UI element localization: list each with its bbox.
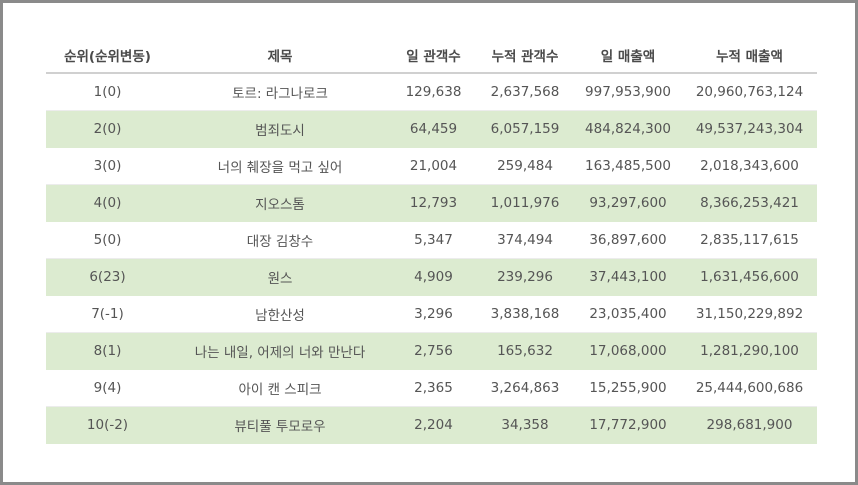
table-row: 8(1) 나는 내일, 어제의 너와 만난다 2,756 165,632 17,068,… <box>46 332 817 370</box>
header-total-sales: 누적 매출액 <box>682 37 817 74</box>
cell-total-sales: 2,018,343,600 <box>682 147 817 185</box>
cell-rank: 7(-1) <box>46 295 169 333</box>
cell-daily-audience: 129,638 <box>391 73 476 111</box>
cell-daily-sales: 15,255,900 <box>574 369 682 407</box>
cell-total-audience: 2,637,568 <box>476 73 574 111</box>
cell-total-sales: 20,960,763,124 <box>682 73 817 111</box>
cell-daily-sales: 23,035,400 <box>574 295 682 333</box>
cell-total-audience: 3,264,863 <box>476 369 574 407</box>
cell-daily-audience: 64,459 <box>391 110 476 148</box>
cell-total-sales: 1,281,290,100 <box>682 332 817 370</box>
table-row: 2(0) 범죄도시 64,459 6,057,159 484,824,300 49,537… <box>46 110 817 148</box>
table-row: 5(0) 대장 김창수 5,347 374,494 36,897,600 2,835,11… <box>46 221 817 259</box>
cell-total-sales: 31,150,229,892 <box>682 295 817 333</box>
cell-total-audience: 3,838,168 <box>476 295 574 333</box>
cell-rank: 9(4) <box>46 369 169 407</box>
cell-title: 원스 <box>169 258 391 296</box>
table-row: 9(4) 아이 캔 스피크 2,365 3,264,863 15,255,900 25,4… <box>46 369 817 407</box>
cell-daily-sales: 17,772,900 <box>574 406 682 444</box>
cell-daily-sales: 36,897,600 <box>574 221 682 259</box>
cell-daily-sales: 37,443,100 <box>574 258 682 296</box>
cell-title: 토르: 라그나로크 <box>169 73 391 111</box>
table-row: 3(0) 너의 췌장을 먹고 싶어 21,004 259,484 163,485,500… <box>46 147 817 185</box>
cell-total-sales: 1,631,456,600 <box>682 258 817 296</box>
cell-rank: 10(-2) <box>46 406 169 444</box>
cell-total-audience: 6,057,159 <box>476 110 574 148</box>
cell-daily-audience: 2,756 <box>391 332 476 370</box>
table-row: 6(23) 원스 4,909 239,296 37,443,100 1,631,456,6… <box>46 258 817 296</box>
cell-total-sales: 49,537,243,304 <box>682 110 817 148</box>
cell-rank: 8(1) <box>46 332 169 370</box>
table-body: 1(0) 토르: 라그나로크 129,638 2,637,568 997,953,900… <box>46 73 817 444</box>
cell-rank: 6(23) <box>46 258 169 296</box>
cell-daily-audience: 12,793 <box>391 184 476 222</box>
cell-daily-audience: 2,204 <box>391 406 476 444</box>
cell-daily-audience: 3,296 <box>391 295 476 333</box>
header-daily-audience: 일 관객수 <box>391 37 476 74</box>
cell-daily-sales: 997,953,900 <box>574 73 682 111</box>
cell-title: 뷰티풀 투모로우 <box>169 406 391 444</box>
cell-rank: 1(0) <box>46 73 169 111</box>
cell-total-audience: 34,358 <box>476 406 574 444</box>
cell-total-audience: 1,011,976 <box>476 184 574 222</box>
cell-daily-audience: 4,909 <box>391 258 476 296</box>
box-office-table: 순위(순위변동) 제목 일 관객수 누적 관객수 일 매출액 누적 매출액 1(… <box>46 37 817 444</box>
cell-daily-sales: 93,297,600 <box>574 184 682 222</box>
cell-daily-sales: 484,824,300 <box>574 110 682 148</box>
cell-daily-audience: 21,004 <box>391 147 476 185</box>
cell-rank: 3(0) <box>46 147 169 185</box>
header-total-audience: 누적 관객수 <box>476 37 574 74</box>
table-header-row: 순위(순위변동) 제목 일 관객수 누적 관객수 일 매출액 누적 매출액 <box>46 37 817 74</box>
cell-daily-audience: 5,347 <box>391 221 476 259</box>
header-rank: 순위(순위변동) <box>46 37 169 74</box>
cell-rank: 5(0) <box>46 221 169 259</box>
cell-total-audience: 374,494 <box>476 221 574 259</box>
cell-daily-sales: 163,485,500 <box>574 147 682 185</box>
table-row: 4(0) 지오스톰 12,793 1,011,976 93,297,600 8,366,2… <box>46 184 817 222</box>
cell-total-sales: 25,444,600,686 <box>682 369 817 407</box>
cell-rank: 2(0) <box>46 110 169 148</box>
table-row: 7(-1) 남한산성 3,296 3,838,168 23,035,400 31,150,… <box>46 295 817 333</box>
table-row: 1(0) 토르: 라그나로크 129,638 2,637,568 997,953,900… <box>46 73 817 111</box>
cell-rank: 4(0) <box>46 184 169 222</box>
table-row: 10(-2) 뷰티풀 투모로우 2,204 34,358 17,772,900 298,6… <box>46 406 817 444</box>
cell-total-audience: 165,632 <box>476 332 574 370</box>
cell-title: 나는 내일, 어제의 너와 만난다 <box>169 332 391 370</box>
header-daily-sales: 일 매출액 <box>574 37 682 74</box>
cell-title: 범죄도시 <box>169 110 391 148</box>
cell-daily-sales: 17,068,000 <box>574 332 682 370</box>
cell-total-sales: 2,835,117,615 <box>682 221 817 259</box>
cell-title: 지오스톰 <box>169 184 391 222</box>
cell-title: 대장 김창수 <box>169 221 391 259</box>
cell-total-audience: 239,296 <box>476 258 574 296</box>
cell-total-sales: 298,681,900 <box>682 406 817 444</box>
cell-daily-audience: 2,365 <box>391 369 476 407</box>
cell-title: 남한산성 <box>169 295 391 333</box>
header-title: 제목 <box>169 37 391 74</box>
cell-title: 아이 캔 스피크 <box>169 369 391 407</box>
cell-total-sales: 8,366,253,421 <box>682 184 817 222</box>
cell-total-audience: 259,484 <box>476 147 574 185</box>
cell-title: 너의 췌장을 먹고 싶어 <box>169 147 391 185</box>
